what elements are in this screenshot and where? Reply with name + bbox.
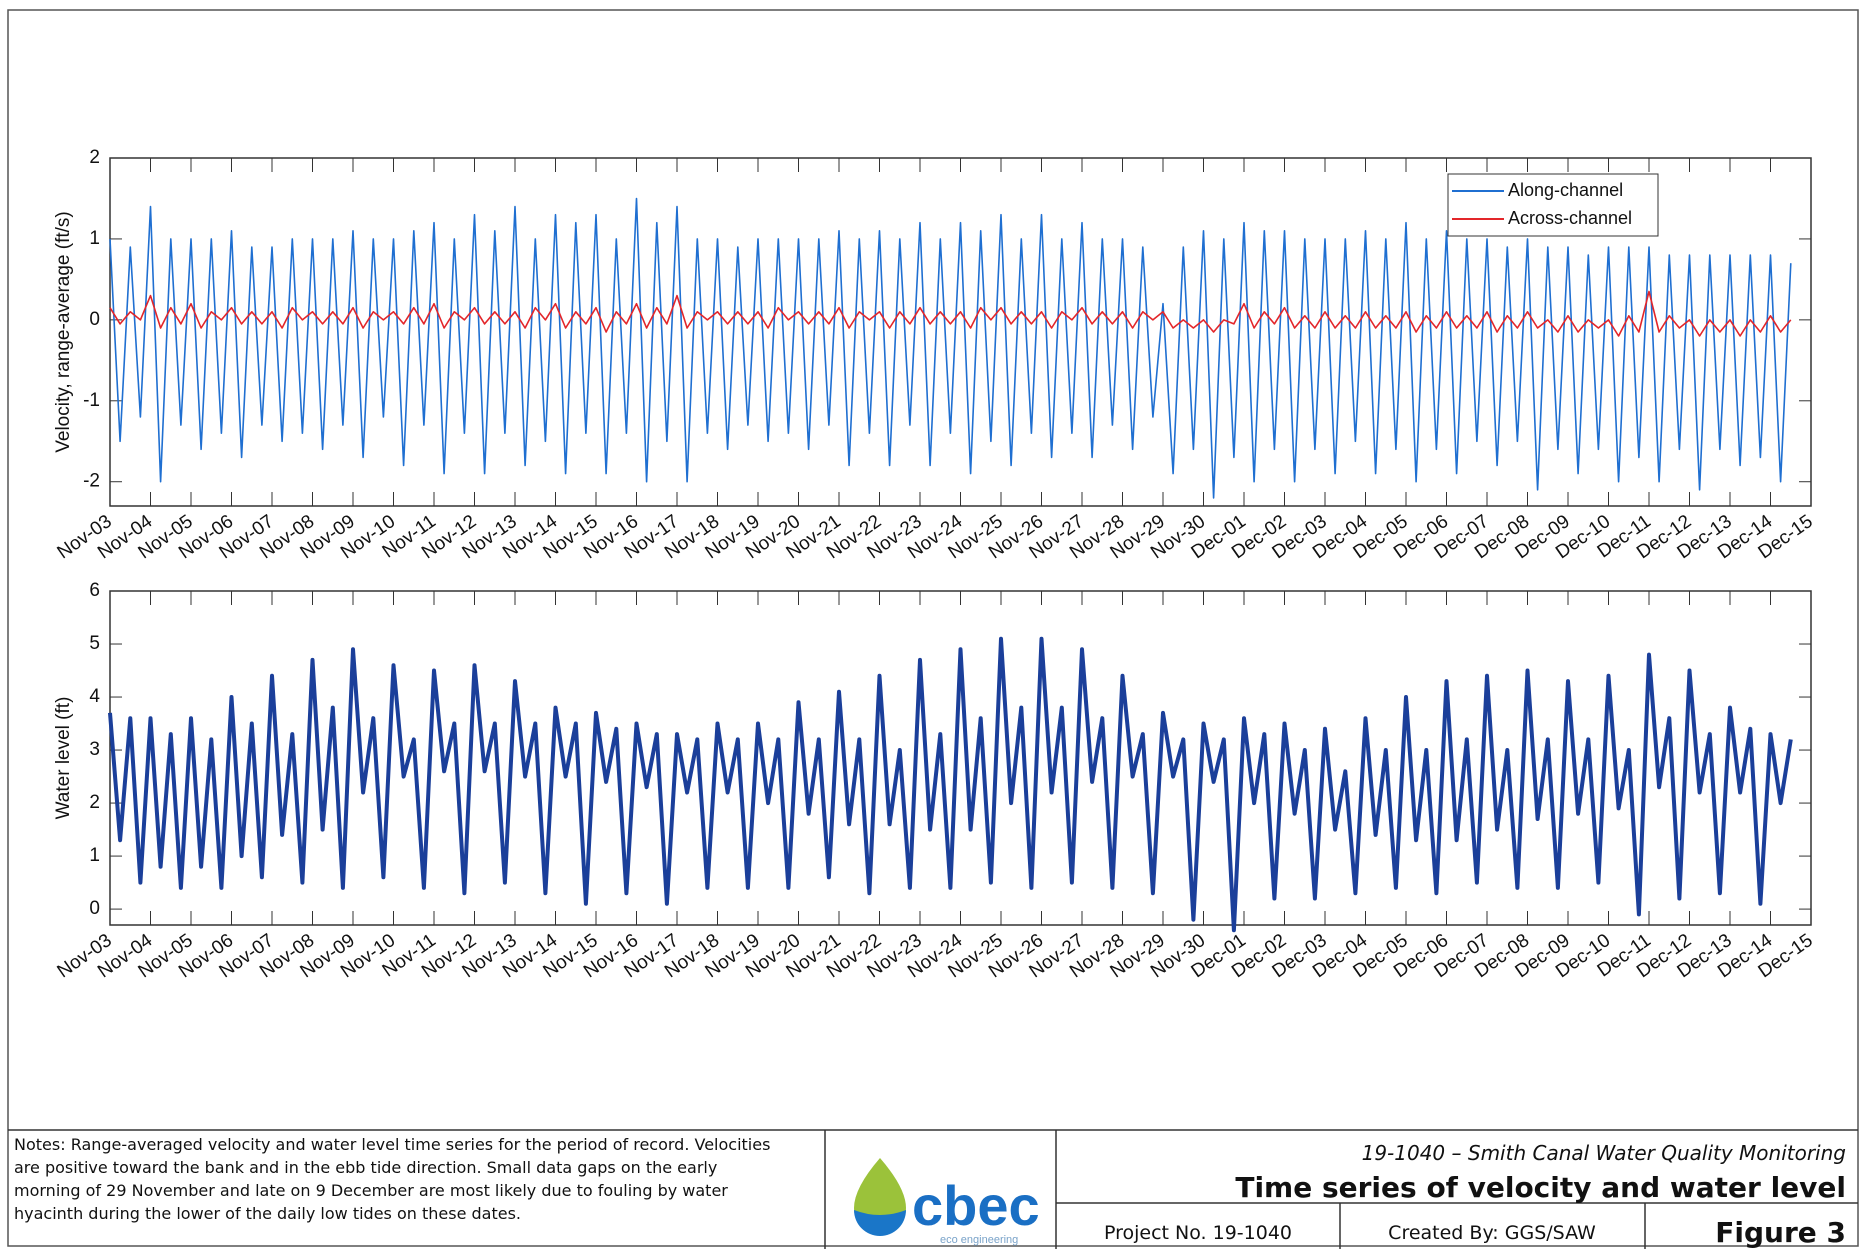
series-group bbox=[109, 197, 1792, 499]
logo-drop bbox=[854, 1210, 906, 1236]
series-line bbox=[109, 197, 1792, 499]
y-tick-label: 2 bbox=[89, 147, 100, 168]
y-tick-label: 1 bbox=[89, 228, 100, 249]
y-tick-label: 6 bbox=[89, 580, 100, 601]
series-line bbox=[108, 636, 1793, 933]
y-tick-label: -1 bbox=[83, 390, 100, 411]
legend-label: Across-channel bbox=[1508, 208, 1632, 228]
logo-subtext: eco engineering bbox=[940, 1234, 1018, 1246]
y-tick-label: 5 bbox=[89, 633, 100, 654]
y-tick-label: 1 bbox=[89, 845, 100, 866]
note-line: hyacinth during the lower of the daily l… bbox=[14, 1204, 521, 1223]
created-by: Created By: GGS/SAW bbox=[1388, 1222, 1596, 1244]
y-axis-label: Water level (ft) bbox=[53, 697, 74, 820]
y-tick-label: -2 bbox=[83, 471, 100, 492]
note-line: morning of 29 November and late on 9 Dec… bbox=[14, 1181, 728, 1200]
figure-title: Time series of velocity and water level bbox=[1235, 1171, 1846, 1204]
page-border bbox=[7, 9, 1859, 1247]
series-group bbox=[108, 636, 1793, 933]
legend: Along-channel Across-channel bbox=[1447, 173, 1659, 237]
y-tick-label: 3 bbox=[89, 739, 100, 760]
y-tick-label: 4 bbox=[89, 686, 100, 707]
y-tick-label: 0 bbox=[89, 898, 100, 919]
legend-label: Along-channel bbox=[1508, 180, 1623, 200]
y-tick-label: 2 bbox=[89, 792, 100, 813]
plot-area bbox=[109, 590, 1812, 926]
y-axis-label: Velocity, range-average (ft/s) bbox=[53, 211, 74, 452]
series-line bbox=[109, 290, 1792, 337]
note-line: Notes: Range-averaged velocity and water… bbox=[14, 1135, 770, 1154]
project-number: Project No. 19-1040 bbox=[1104, 1222, 1292, 1244]
figure-number: Figure 3 bbox=[1715, 1216, 1846, 1249]
logo-text: cbec bbox=[912, 1174, 1040, 1237]
title-block: Notes: Range-averaged velocity and water… bbox=[8, 1129, 1858, 1249]
project-title: 19-1040 – Smith Canal Water Quality Moni… bbox=[1362, 1141, 1846, 1165]
note-line: are positive toward the bank and in the … bbox=[14, 1158, 717, 1177]
y-tick-label: 0 bbox=[89, 309, 100, 330]
legend-box bbox=[1447, 173, 1659, 237]
